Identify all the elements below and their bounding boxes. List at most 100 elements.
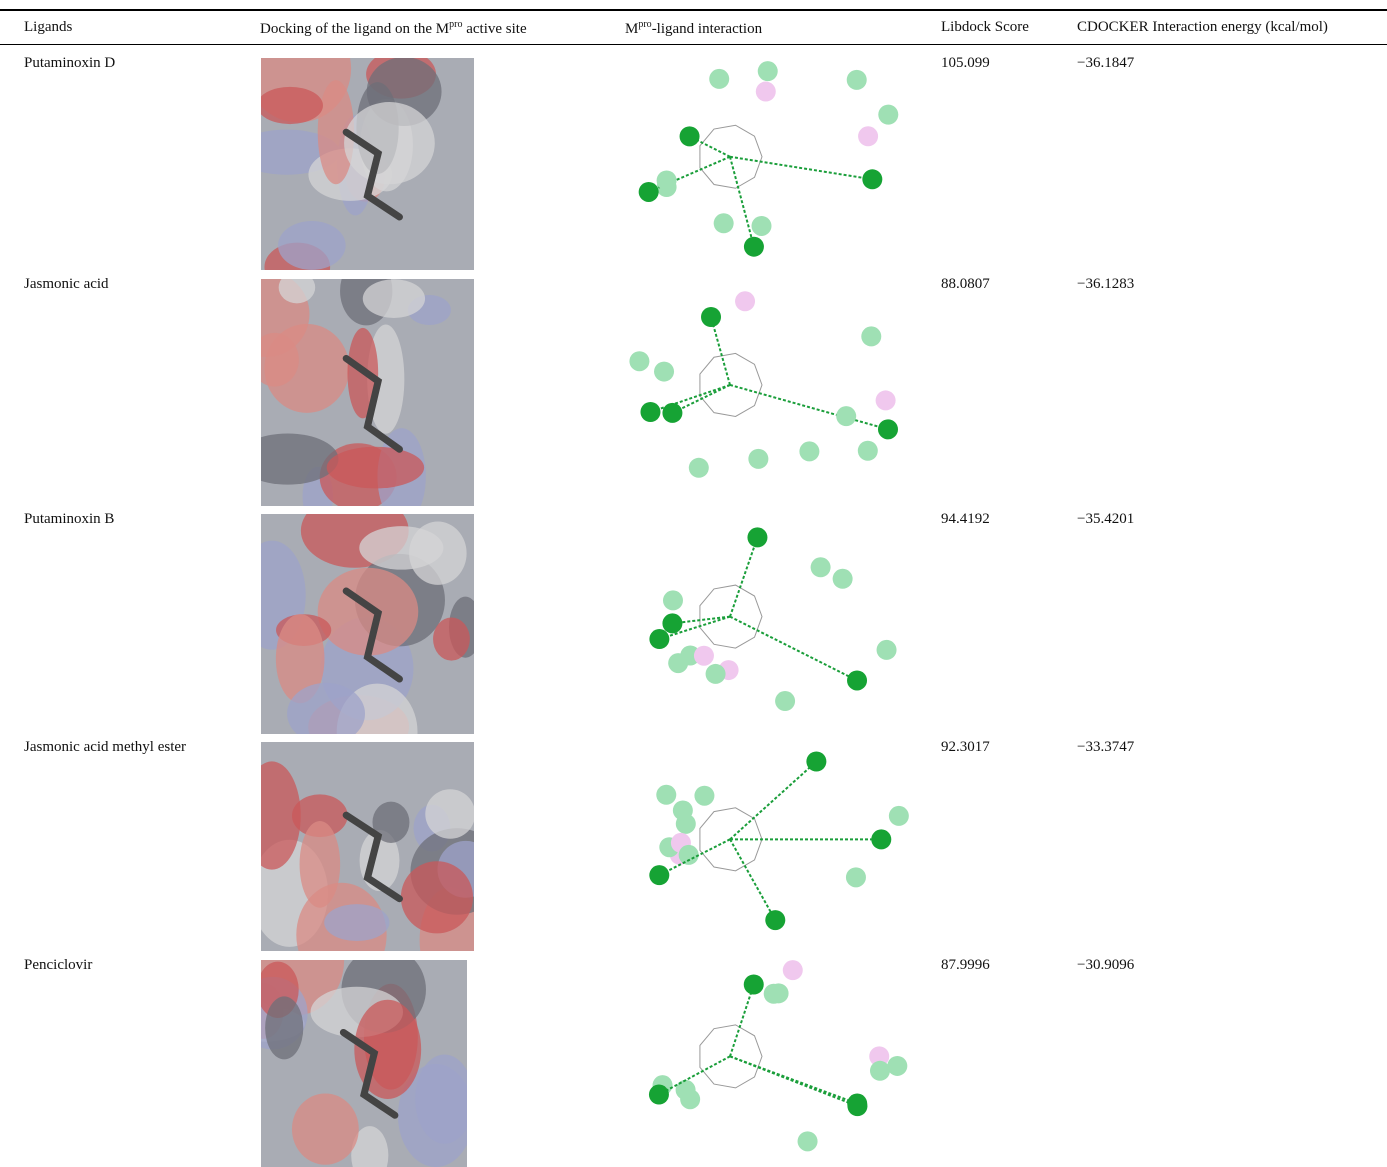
libdock-score: 105.099 bbox=[941, 55, 990, 72]
surface-patch bbox=[324, 904, 389, 941]
surface-patch bbox=[433, 618, 470, 661]
libdock-score: 87.9996 bbox=[941, 957, 990, 974]
surface-patch bbox=[265, 996, 303, 1059]
top-rule bbox=[0, 9, 1387, 11]
residue bbox=[706, 664, 726, 684]
residue bbox=[799, 441, 819, 461]
residue bbox=[640, 402, 660, 422]
interaction-diagram bbox=[615, 511, 915, 731]
header-cell: Docking of the ligand on the Mpro active… bbox=[260, 19, 527, 38]
residue bbox=[847, 1094, 867, 1114]
ligand-name: Jasmonic acid bbox=[24, 276, 109, 293]
libdock-score: 92.3017 bbox=[941, 739, 990, 756]
surface-patch bbox=[327, 447, 424, 489]
residue bbox=[748, 449, 768, 469]
residue bbox=[871, 829, 891, 849]
residue bbox=[811, 557, 831, 577]
residue bbox=[701, 307, 721, 327]
residue bbox=[769, 983, 789, 1003]
cdocker-energy: −30.9096 bbox=[1077, 957, 1134, 974]
h-bond bbox=[730, 617, 857, 681]
residue bbox=[657, 170, 677, 190]
surface-patch bbox=[401, 861, 473, 933]
header-sup: pro bbox=[638, 19, 651, 30]
residue bbox=[747, 527, 767, 547]
header-rule bbox=[0, 44, 1387, 45]
residue bbox=[756, 82, 776, 102]
header-text: Docking of the ligand on the M bbox=[260, 21, 449, 37]
residue bbox=[847, 70, 867, 90]
header-text: active site bbox=[462, 21, 526, 37]
h-bond bbox=[730, 762, 816, 840]
residue bbox=[858, 441, 878, 461]
residue bbox=[758, 61, 778, 81]
surface-patch bbox=[409, 522, 467, 585]
interaction-diagram bbox=[615, 55, 915, 267]
h-bond bbox=[730, 157, 872, 180]
h-bond bbox=[730, 157, 754, 247]
residue bbox=[629, 351, 649, 371]
interaction-diagram bbox=[615, 957, 915, 1164]
residue bbox=[709, 69, 729, 89]
h-bond bbox=[730, 385, 888, 429]
residue bbox=[878, 105, 898, 125]
surface-patch bbox=[292, 1093, 359, 1164]
residue bbox=[654, 362, 674, 382]
header-cell: Libdock Score bbox=[941, 19, 1029, 36]
residue bbox=[662, 613, 682, 633]
cdocker-energy: −36.1847 bbox=[1077, 55, 1134, 72]
residue bbox=[656, 785, 676, 805]
residue bbox=[680, 1089, 700, 1109]
h-bond bbox=[730, 839, 775, 920]
header-sup: pro bbox=[449, 19, 462, 30]
interaction-diagram bbox=[615, 276, 915, 503]
residue bbox=[649, 1085, 669, 1105]
cdocker-energy: −36.1283 bbox=[1077, 276, 1134, 293]
surface-patch bbox=[278, 221, 346, 270]
residue bbox=[836, 406, 856, 426]
surface-patch bbox=[425, 789, 474, 838]
libdock-score: 88.0807 bbox=[941, 276, 990, 293]
residue bbox=[679, 845, 699, 865]
residue bbox=[876, 390, 896, 410]
residue bbox=[735, 291, 755, 311]
residue bbox=[765, 910, 785, 930]
header-cell: Mpro-ligand interaction bbox=[625, 19, 762, 38]
residue bbox=[846, 867, 866, 887]
ligand-name: Jasmonic acid methyl ester bbox=[24, 739, 186, 756]
page: Ligands Docking of the ligand on the Mpr… bbox=[0, 0, 1387, 1164]
residue bbox=[680, 126, 700, 146]
ligand-name: Putaminoxin B bbox=[24, 511, 114, 528]
cdocker-energy: −35.4201 bbox=[1077, 511, 1134, 528]
ligand-name: Putaminoxin D bbox=[24, 55, 115, 72]
docking-image bbox=[261, 514, 474, 734]
h-bond bbox=[650, 385, 730, 412]
header-cell: CDOCKER Interaction energy (kcal/mol) bbox=[1077, 19, 1328, 36]
docking-image bbox=[261, 742, 474, 951]
residue bbox=[877, 640, 897, 660]
residue bbox=[752, 216, 772, 236]
residue bbox=[744, 974, 764, 994]
residue bbox=[862, 169, 882, 189]
residue bbox=[694, 646, 714, 666]
residue bbox=[673, 800, 693, 820]
libdock-score: 94.4192 bbox=[941, 511, 990, 528]
residue bbox=[744, 237, 764, 257]
residue bbox=[858, 126, 878, 146]
residue bbox=[783, 960, 803, 980]
residue bbox=[649, 629, 669, 649]
residue bbox=[689, 458, 709, 478]
h-bond bbox=[711, 317, 730, 385]
residue bbox=[847, 670, 867, 690]
cdocker-energy: −33.3747 bbox=[1077, 739, 1134, 756]
residue bbox=[889, 806, 909, 826]
residue bbox=[649, 865, 669, 885]
residue bbox=[662, 403, 682, 423]
docking-image bbox=[261, 58, 474, 270]
header-cell: Ligands bbox=[24, 19, 72, 36]
interaction-diagram bbox=[615, 739, 915, 948]
surface-patch bbox=[363, 279, 425, 318]
residue bbox=[878, 419, 898, 439]
residue bbox=[639, 182, 659, 202]
residue bbox=[714, 213, 734, 233]
